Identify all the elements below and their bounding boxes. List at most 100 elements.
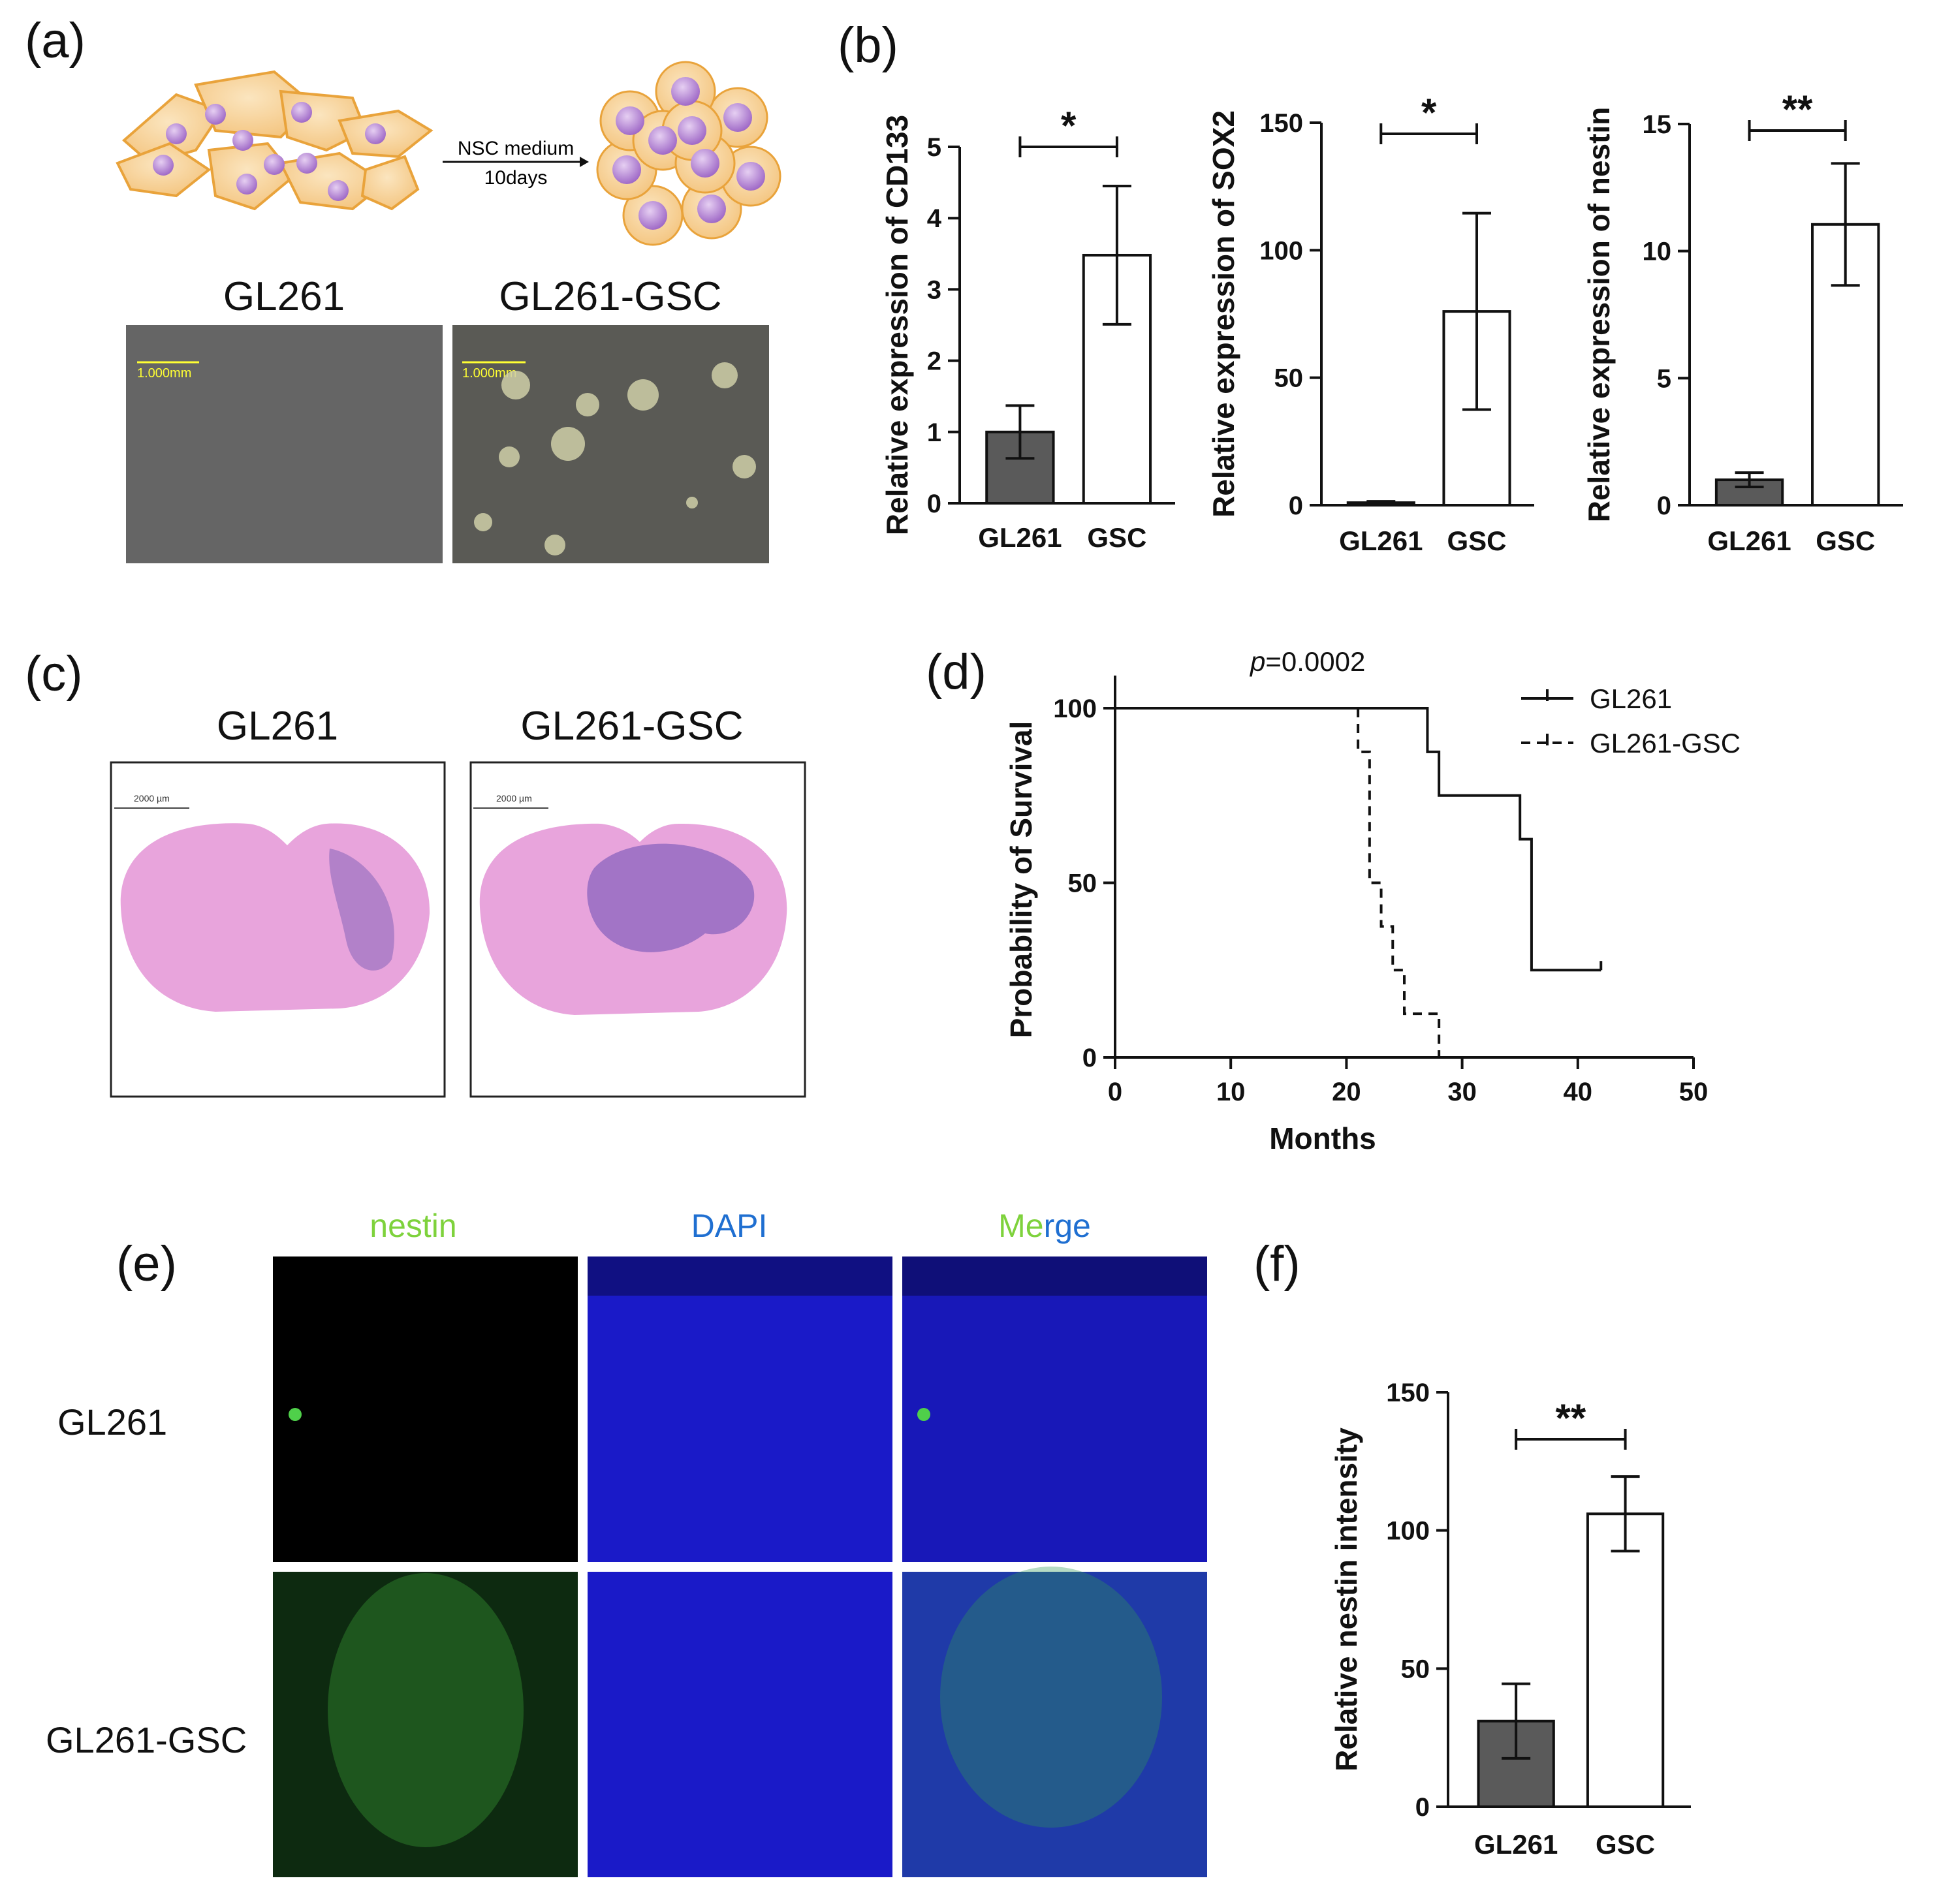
x-tick-label: 10 [1216, 1078, 1246, 1106]
legend-label: GL261-GSC [1590, 728, 1741, 758]
category-label: GL261 [1707, 525, 1791, 556]
if-image-gsc-nestin [273, 1572, 578, 1877]
panel-a-label: (a) [25, 13, 86, 69]
panel-f-label: (f) [1253, 1236, 1300, 1292]
y-tick-label: 150 [1386, 1379, 1430, 1407]
if-texture [289, 1256, 1207, 1847]
y-tick-label: 0 [1657, 492, 1671, 520]
y-tick-label: 0 [1415, 1793, 1430, 1822]
if-image-gl261-dapi [588, 1256, 892, 1562]
x-axis-title: Months [1269, 1121, 1376, 1155]
panel-a: (a) NSC medium 10days [25, 13, 781, 563]
y-axis-title: Relative expression of SOX2 [1206, 110, 1240, 518]
y-tick-label: 150 [1259, 109, 1303, 138]
y-tick-label: 5 [927, 133, 941, 162]
column-header-dapi: DAPI [691, 1208, 768, 1244]
y-tick-label: 50 [1274, 364, 1304, 393]
if-image-gsc-merge [902, 1572, 1207, 1877]
panel-c: (c) GL261 GL261-GSC 2000 µm 2000 µm [25, 646, 806, 1098]
y-tick-label: 4 [927, 204, 942, 233]
adherent-cells-illustration [116, 70, 433, 211]
chart-cd133: 0 1 2 3 4 5 Relative expression of CD133 GL261 G… [880, 104, 1175, 553]
row-label-gl261: GL261 [57, 1401, 167, 1443]
x-tick-label: 20 [1332, 1078, 1361, 1106]
merge-part-blue: rge [1044, 1208, 1091, 1244]
y-axis-title: Probability of Survival [1004, 721, 1038, 1038]
column-header-nestin: nestin [370, 1208, 456, 1244]
pvalue-text: =0.0002 [1265, 646, 1365, 677]
chart-sox2: 0 50 100 150 Relative expression of SOX2 GL26… [1206, 91, 1534, 556]
column-header-merge: Merge [998, 1208, 1091, 1244]
y-tick-label: 0 [1289, 492, 1303, 520]
y-axis-title: Relative nestin intensity [1329, 1428, 1363, 1771]
significance-marker: * [1061, 104, 1077, 148]
chart-nestin-intensity: 0 50 100 150 Relative nestin intensity GL261 G… [1329, 1379, 1691, 1860]
image-title-gl261-gsc: GL261-GSC [499, 274, 721, 319]
micrograph-gl261-gsc: 1.000mm [452, 325, 769, 563]
he-section-gl261: 2000 µm [110, 761, 446, 1098]
y-tick-label: 10 [1643, 238, 1672, 266]
category-label: GSC [1816, 525, 1875, 556]
category-label: GL261 [1474, 1829, 1558, 1860]
significance-marker: ** [1556, 1396, 1586, 1440]
he-section-gl261-gsc: 2000 µm [469, 761, 806, 1098]
y-tick-label: 0 [1082, 1044, 1097, 1072]
svg-text:p=0.0002: p=0.0002 [1249, 646, 1365, 677]
y-axis-title: Relative expression of nestin [1582, 107, 1616, 523]
panel-e: (e) nestin DAPI Merge GL261 GL261-GSC [46, 1208, 1207, 1877]
legend-label: GL261 [1590, 683, 1672, 714]
y-tick-label: 3 [927, 275, 941, 304]
x-tick-label: 50 [1679, 1078, 1709, 1106]
scale-label: 2000 µm [496, 793, 532, 804]
significance-marker: * [1421, 91, 1437, 134]
y-tick-label: 50 [1068, 869, 1097, 898]
panel-d-label: (d) [926, 644, 986, 700]
image-title-gl261: GL261 [223, 274, 345, 319]
y-tick-label: 100 [1259, 236, 1303, 265]
pvalue-symbol: p [1249, 646, 1265, 677]
chart-nestin-expression: 0 5 10 15 Relative expression of nestin GL261… [1582, 87, 1903, 556]
micrograph-gl261: 1.000mm [126, 325, 443, 563]
y-tick-label: 50 [1401, 1655, 1430, 1683]
arrow-label-days: 10days [484, 167, 548, 189]
survival-curve-gl261 [1115, 707, 1601, 972]
category-label: GL261 [1339, 525, 1423, 556]
he-title-gl261-gsc: GL261-GSC [520, 704, 743, 749]
if-image-gl261-merge [902, 1256, 1207, 1562]
y-tick-label: 2 [927, 347, 941, 376]
survival-curve-gl261-gsc [1357, 708, 1441, 1057]
x-tick-label: 30 [1447, 1078, 1477, 1106]
panel-e-label: (e) [116, 1236, 177, 1292]
chart-survival: 0 50 100 0 10 20 30 40 50 Months Probability of Su… [1004, 676, 1741, 1155]
scale-label: 1.000mm [137, 366, 191, 381]
y-tick-label: 15 [1643, 110, 1672, 139]
category-label: GSC [1596, 1829, 1655, 1860]
row-label-gl261-gsc: GL261-GSC [46, 1719, 247, 1760]
y-axis-title: Relative expression of CD133 [880, 115, 914, 535]
x-tick-label: 40 [1564, 1078, 1593, 1106]
y-tick-label: 5 [1657, 364, 1671, 393]
category-label: GSC [1087, 522, 1146, 553]
panel-b-label: (b) [838, 18, 898, 73]
neurosphere-illustration [596, 61, 781, 246]
significance-marker: ** [1782, 87, 1813, 131]
x-tick-label: 0 [1108, 1078, 1122, 1106]
merge-part-green: Me [998, 1208, 1043, 1244]
survival-pvalue: p=0.0002 [1249, 646, 1365, 677]
scale-label: 2000 µm [134, 793, 170, 804]
y-tick-label: 1 [927, 418, 941, 447]
bar-gsc [1586, 1512, 1665, 1808]
culture-arrow: NSC medium 10days [443, 138, 589, 189]
if-image-gl261-nestin [273, 1256, 578, 1562]
if-image-gsc-dapi [588, 1572, 892, 1877]
category-label: GL261 [978, 522, 1062, 553]
panel-c-label: (c) [25, 646, 83, 702]
y-tick-label: 0 [927, 490, 941, 518]
category-label: GSC [1447, 525, 1506, 556]
y-tick-label: 100 [1053, 694, 1097, 723]
he-title-gl261: GL261 [217, 704, 338, 749]
scale-label: 1.000mm [462, 366, 516, 381]
y-tick-label: 100 [1386, 1517, 1430, 1546]
